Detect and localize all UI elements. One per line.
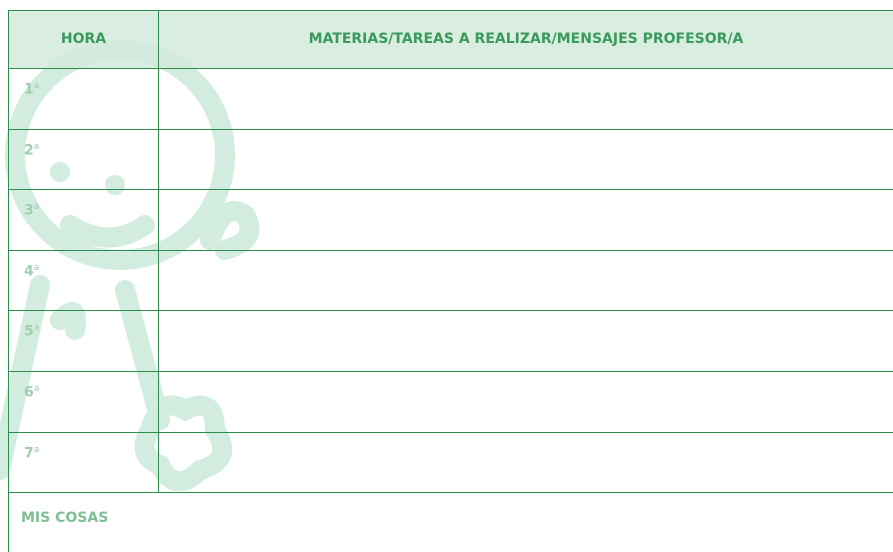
row-label: 7a bbox=[24, 445, 39, 462]
row-number: 3 bbox=[24, 202, 34, 219]
row-suffix: a bbox=[33, 142, 40, 152]
border bbox=[8, 10, 9, 552]
row-label: 4a bbox=[24, 263, 39, 280]
row-suffix: a bbox=[33, 202, 40, 212]
row-suffix: a bbox=[33, 323, 40, 333]
row-line bbox=[8, 129, 893, 130]
row-number: 5 bbox=[24, 323, 34, 340]
row-line bbox=[8, 310, 893, 311]
row-number: 4 bbox=[24, 263, 34, 280]
row-label: 2a bbox=[24, 142, 39, 159]
row-line bbox=[8, 432, 893, 433]
row-label: 6a bbox=[24, 384, 39, 401]
footer-label: MIS COSAS bbox=[21, 510, 109, 526]
column-divider bbox=[158, 10, 159, 493]
row-number: 1 bbox=[24, 81, 34, 98]
row-suffix: a bbox=[33, 384, 40, 394]
row-suffix: a bbox=[33, 445, 40, 455]
row-line bbox=[8, 492, 893, 493]
row-number: 7 bbox=[24, 445, 34, 462]
row-label: 5a bbox=[24, 323, 39, 340]
row-number: 2 bbox=[24, 142, 34, 159]
header-cell: MATERIAS/TAREAS A REALIZAR/MENSAJES PROF… bbox=[159, 10, 893, 68]
row-line bbox=[8, 371, 893, 372]
row-label: 3a bbox=[24, 202, 39, 219]
row-label: 1a bbox=[24, 81, 39, 98]
row-suffix: a bbox=[33, 263, 40, 273]
row-number: 6 bbox=[24, 384, 34, 401]
row-suffix: a bbox=[33, 81, 40, 91]
row-line bbox=[8, 68, 893, 69]
header-cell: HORA bbox=[9, 10, 158, 68]
row-line bbox=[8, 189, 893, 190]
row-line bbox=[8, 250, 893, 251]
border bbox=[8, 10, 893, 11]
